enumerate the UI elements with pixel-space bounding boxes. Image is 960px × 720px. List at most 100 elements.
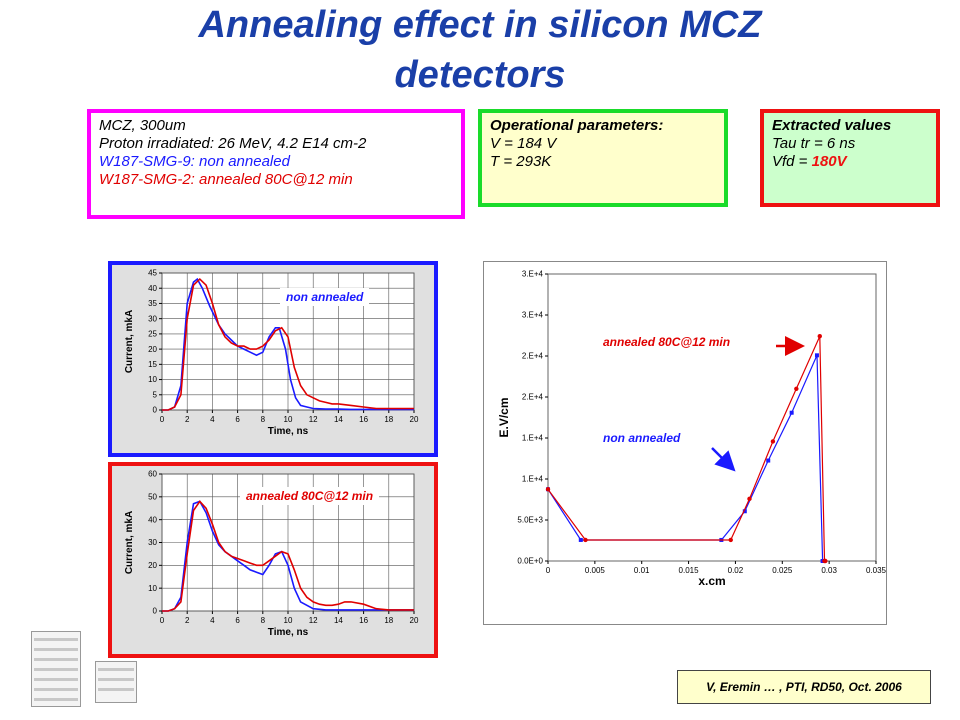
series-point-1 xyxy=(747,496,752,502)
y-tick-label: 5.0E+3 xyxy=(517,516,543,525)
field-profile-chart: 0 0.005 0.01 0.015 0.02 0.025 0.03 0.035 0.0E+0 5… xyxy=(483,261,887,625)
x-axis-label: Time, ns xyxy=(268,627,309,638)
series-point-1 xyxy=(817,333,822,339)
series-point-1 xyxy=(770,439,776,444)
ops-temperature: T = 293K xyxy=(490,153,552,170)
x-tick-label: 8 xyxy=(261,415,266,424)
x-tick-label: 14 xyxy=(334,415,343,424)
info-line-material: MCZ, 300um xyxy=(99,117,186,134)
series-point-1 xyxy=(823,558,828,564)
x-tick-label: 16 xyxy=(359,616,368,625)
series-point-1 xyxy=(583,537,588,543)
info-line-annealed: W187-SMG-2: annealed 80C@12 min xyxy=(99,171,353,188)
series-line-0 xyxy=(162,500,414,612)
series-point-0 xyxy=(814,353,819,358)
y-tick-label: 5 xyxy=(153,390,158,399)
ext-vfd-value: 180V xyxy=(811,153,847,170)
y-tick-label: 10 xyxy=(148,584,157,593)
x-tick-label: 16 xyxy=(359,415,368,424)
series-line-1 xyxy=(162,277,414,411)
thumbnail-table-2 xyxy=(95,661,137,703)
ops-heading: Operational parameters: xyxy=(490,117,664,134)
series-point-0 xyxy=(578,537,583,542)
y-tick-label: 10 xyxy=(148,375,157,384)
y-tick-label: 30 xyxy=(148,314,157,323)
x-tick-label: 2 xyxy=(185,616,190,625)
x-tick-label: 20 xyxy=(410,616,419,625)
x-tick-label: 0 xyxy=(546,566,551,575)
ext-vfd: Vfd = 180V xyxy=(772,153,936,171)
y-tick-label: 2.E+4 xyxy=(522,393,544,402)
x-tick-label: 0.015 xyxy=(679,566,700,575)
x-tick-label: 12 xyxy=(309,415,318,424)
thumbnail-table-1 xyxy=(31,631,81,707)
y-tick-label: 50 xyxy=(148,493,157,502)
series-point-1 xyxy=(728,537,733,543)
y-tick-label: 1.E+4 xyxy=(522,475,544,484)
x-tick-label: 14 xyxy=(334,616,343,625)
plot-area xyxy=(547,273,877,562)
x-tick-label: 18 xyxy=(384,415,393,424)
y-axis-label: Current, mkA xyxy=(124,310,135,373)
y-tick-label: 0 xyxy=(153,607,158,616)
x-tick-label: 8 xyxy=(261,616,266,625)
annotation-annealed: annealed 80C@12 min xyxy=(603,335,731,349)
y-tick-label: 40 xyxy=(148,284,157,293)
ext-tau: Tau tr = 6 ns xyxy=(772,135,856,152)
y-tick-label: 40 xyxy=(148,515,157,524)
y-tick-label: 25 xyxy=(148,330,157,339)
title-line-1: Annealing effect in silicon MCZ xyxy=(198,4,762,46)
x-tick-label: 0 xyxy=(160,415,165,424)
annotation-non-annealed: non annealed xyxy=(603,431,681,445)
y-tick-label: 0.0E+0 xyxy=(517,557,543,566)
y-axis-label: Current, mkA xyxy=(124,511,135,574)
current-chart-1: 0 2 4 6 8 10 12 14 16 18 20 0 5 10 15 20 25 30 35 40 45 Time,… xyxy=(124,269,419,437)
info-line-non-annealed: W187-SMG-9: non annealed xyxy=(99,153,290,170)
series-line-0 xyxy=(162,277,414,411)
x-tick-label: 2 xyxy=(185,415,190,424)
x-tick-label: 18 xyxy=(384,616,393,625)
x-tick-label: 10 xyxy=(284,415,293,424)
x-tick-label: 0.02 xyxy=(728,566,744,575)
y-tick-label: 3.E+4 xyxy=(522,311,544,320)
current-plot-non-annealed: 0 2 4 6 8 10 12 14 16 18 20 0 5 10 15 20 25 30 35 40 45 Time,… xyxy=(108,261,438,457)
label-annealed-plot: annealed 80C@12 min xyxy=(240,487,380,505)
y-tick-label: 1.E+4 xyxy=(522,434,544,443)
operational-parameters-box: Operational parameters: V = 184 V T = 29… xyxy=(478,109,728,207)
x-tick-label: 0 xyxy=(160,616,165,625)
x-tick-label: 0.025 xyxy=(772,566,793,575)
y-tick-label: 30 xyxy=(148,538,157,547)
ext-heading: Extracted values xyxy=(772,117,892,134)
x-tick-label: 0.035 xyxy=(866,566,886,575)
series-point-0 xyxy=(742,509,747,514)
label-non-annealed-plot: non annealed xyxy=(280,288,370,306)
credit-box: V, Eremin … , PTI, RD50, Oct. 2006 xyxy=(677,670,931,704)
y-tick-label: 0 xyxy=(153,406,158,415)
x-tick-label: 6 xyxy=(235,616,240,625)
ext-vfd-prefix: Vfd = xyxy=(772,153,812,170)
x-tick-label: 12 xyxy=(309,616,318,625)
y-tick-label: 60 xyxy=(148,470,157,479)
x-tick-label: 20 xyxy=(410,415,419,424)
x-tick-label: 0.03 xyxy=(821,566,837,575)
field-chart-svg: 0 0.005 0.01 0.015 0.02 0.025 0.03 0.035 0.0E+0 5… xyxy=(497,270,886,588)
x-tick-label: 4 xyxy=(210,415,215,424)
y-tick-label: 20 xyxy=(148,345,157,354)
x-tick-label: 6 xyxy=(235,415,240,424)
series-point-0 xyxy=(766,458,771,463)
x-tick-label: 0.005 xyxy=(585,566,606,575)
y-axis-label: E.V/cm xyxy=(497,397,511,437)
info-line-irradiation: Proton irradiated: 26 MeV, 4.2 E14 cm-2 xyxy=(99,135,367,152)
series-line-1 xyxy=(162,500,414,612)
y-tick-label: 3.E+4 xyxy=(522,270,544,279)
extracted-values-box: Extracted values Tau tr = 6 ns Vfd = 180… xyxy=(760,109,940,207)
x-tick-label: 0.01 xyxy=(634,566,650,575)
sample-info-box: MCZ, 300um Proton irradiated: 26 MeV, 4.… xyxy=(87,109,465,219)
series-point-1 xyxy=(545,487,551,492)
series-point-1 xyxy=(794,386,799,391)
x-tick-label: 10 xyxy=(284,616,293,625)
y-tick-label: 35 xyxy=(148,299,157,308)
x-tick-label: 4 xyxy=(210,616,215,625)
y-tick-label: 45 xyxy=(148,269,157,278)
ops-voltage: V = 184 V xyxy=(490,135,557,152)
